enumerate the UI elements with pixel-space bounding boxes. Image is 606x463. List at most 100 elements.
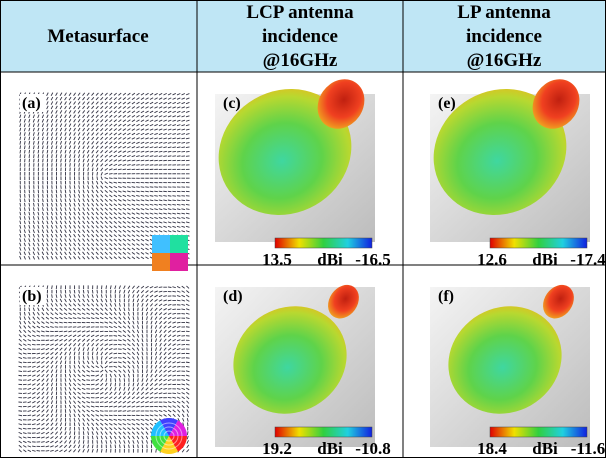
dash <box>74 150 75 153</box>
dash <box>127 156 130 157</box>
dash <box>65 396 66 399</box>
dash <box>19 325 21 328</box>
dash <box>74 405 76 408</box>
dash <box>52 150 53 154</box>
dash <box>109 401 112 402</box>
dash <box>87 234 89 237</box>
dash <box>127 248 130 250</box>
dash <box>83 102 85 105</box>
dash <box>38 146 39 150</box>
dash <box>159 231 162 232</box>
dash <box>82 304 84 307</box>
dash <box>154 93 157 95</box>
dash <box>41 361 44 363</box>
dash <box>83 445 84 448</box>
dash <box>159 156 163 157</box>
dash <box>119 308 120 311</box>
dash <box>132 111 135 113</box>
dash <box>123 419 126 420</box>
dash <box>114 182 117 183</box>
dash <box>172 200 176 201</box>
dash <box>51 132 52 135</box>
dash <box>29 221 30 224</box>
dash <box>186 107 189 108</box>
dash <box>56 234 58 237</box>
dash <box>87 252 89 255</box>
dash <box>56 294 57 297</box>
dash <box>46 414 48 417</box>
dash <box>114 419 117 420</box>
dash <box>150 231 153 233</box>
dash <box>82 414 84 417</box>
dash <box>105 357 107 360</box>
dash <box>37 331 40 332</box>
dash <box>65 230 67 233</box>
dash <box>118 213 121 215</box>
dash <box>127 339 130 341</box>
dash <box>28 321 30 324</box>
dash <box>61 150 62 153</box>
dash <box>88 431 89 434</box>
dash <box>118 221 121 223</box>
dash <box>114 213 117 215</box>
dash <box>56 159 57 163</box>
dash <box>136 160 140 161</box>
dash <box>92 294 93 297</box>
dash <box>96 427 98 430</box>
dash <box>96 248 98 251</box>
dash <box>159 107 162 109</box>
dash <box>69 207 70 210</box>
dash <box>24 230 25 233</box>
dash <box>182 98 185 99</box>
dash <box>136 239 139 241</box>
dash <box>92 106 94 109</box>
dash <box>104 336 108 337</box>
dash <box>150 222 153 223</box>
dash <box>123 221 126 223</box>
dash <box>110 303 112 306</box>
dash <box>92 137 94 140</box>
dash <box>82 379 85 381</box>
dash <box>123 424 126 426</box>
dash <box>24 252 25 255</box>
dash <box>24 321 26 324</box>
dash <box>24 234 25 237</box>
dash <box>56 256 58 259</box>
dash <box>159 415 162 417</box>
dash <box>150 147 153 148</box>
dash <box>69 352 70 355</box>
dash <box>168 222 171 223</box>
dash <box>168 107 171 108</box>
dash <box>154 204 157 205</box>
dash <box>105 230 108 232</box>
dash <box>105 102 108 105</box>
dash <box>42 308 44 311</box>
dash <box>127 115 130 117</box>
dash <box>78 97 80 100</box>
dash <box>46 308 48 311</box>
dash <box>109 257 112 259</box>
dash <box>70 409 71 412</box>
dash <box>92 243 94 246</box>
dash <box>42 132 43 135</box>
dash <box>127 401 130 403</box>
dash <box>181 304 184 305</box>
dash <box>182 392 185 394</box>
dash <box>136 252 139 254</box>
dash <box>123 428 126 430</box>
dash <box>65 422 66 426</box>
dash <box>23 437 26 438</box>
dash <box>96 137 98 140</box>
dash <box>177 213 181 214</box>
dash <box>124 440 125 443</box>
dash <box>109 322 112 324</box>
dash <box>69 137 70 140</box>
dash <box>56 221 57 224</box>
dash <box>24 326 26 329</box>
dash <box>19 424 22 425</box>
dash <box>145 98 148 100</box>
header-text: @16GHz <box>467 50 542 71</box>
dash <box>132 348 134 351</box>
dash <box>141 93 144 95</box>
dash <box>96 185 98 188</box>
